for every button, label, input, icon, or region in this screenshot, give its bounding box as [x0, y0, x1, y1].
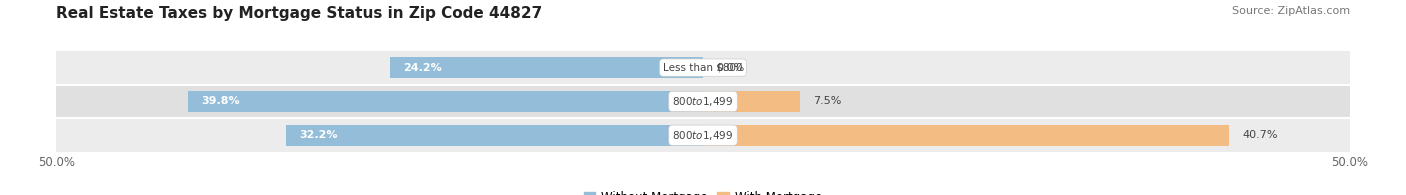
Text: 39.8%: 39.8%: [201, 96, 240, 106]
Bar: [389, 57, 703, 78]
Bar: [287, 125, 703, 146]
Text: 32.2%: 32.2%: [299, 130, 337, 140]
Text: $800 to $1,499: $800 to $1,499: [672, 129, 734, 142]
Bar: [56, 84, 1350, 118]
Bar: [703, 91, 800, 112]
Text: 0.0%: 0.0%: [716, 63, 744, 73]
Legend: Without Mortgage, With Mortgage: Without Mortgage, With Mortgage: [579, 187, 827, 195]
Text: Real Estate Taxes by Mortgage Status in Zip Code 44827: Real Estate Taxes by Mortgage Status in …: [56, 6, 543, 21]
Bar: [56, 51, 1350, 84]
Text: Less than $800: Less than $800: [664, 63, 742, 73]
Text: 24.2%: 24.2%: [404, 63, 441, 73]
Bar: [703, 125, 1229, 146]
Text: 40.7%: 40.7%: [1243, 130, 1278, 140]
Text: 7.5%: 7.5%: [813, 96, 841, 106]
Bar: [188, 91, 703, 112]
Bar: [56, 118, 1350, 152]
Text: Source: ZipAtlas.com: Source: ZipAtlas.com: [1232, 6, 1350, 16]
Text: $800 to $1,499: $800 to $1,499: [672, 95, 734, 108]
